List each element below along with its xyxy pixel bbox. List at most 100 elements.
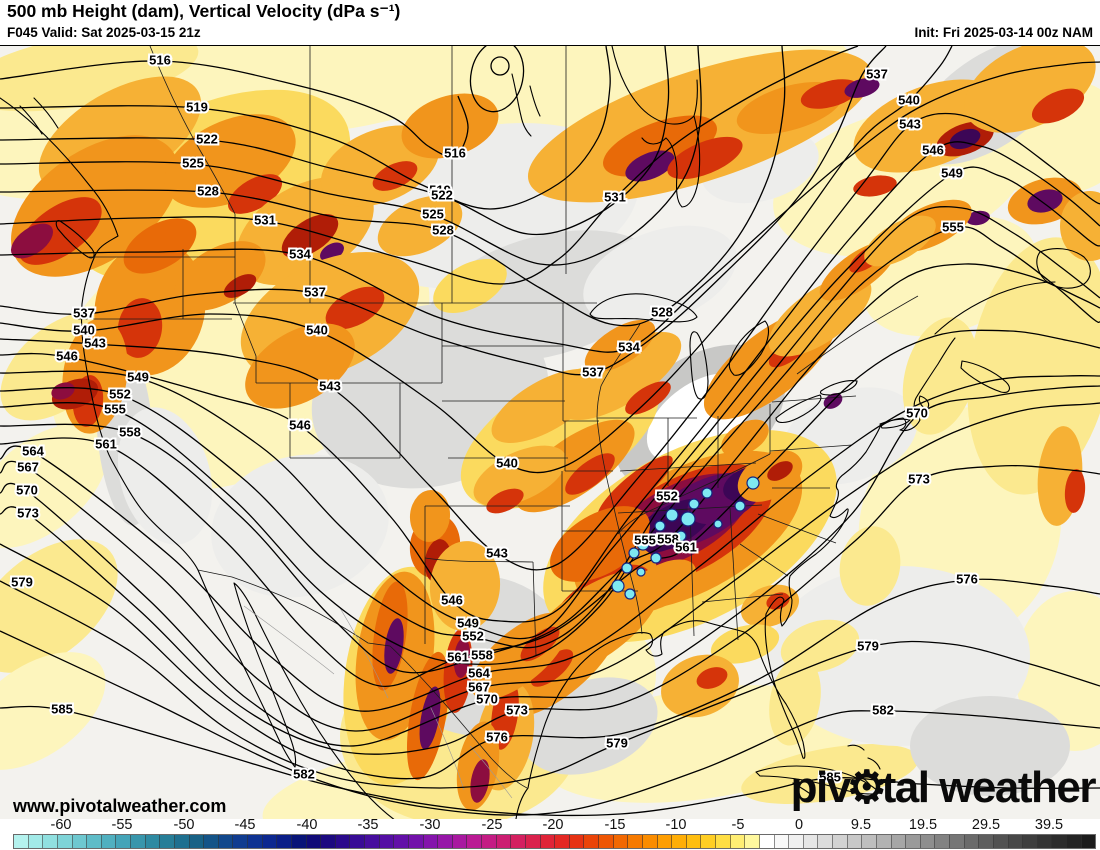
colorbar-cell xyxy=(745,835,760,848)
svg-text:546: 546 xyxy=(441,592,463,607)
colorbar-cell xyxy=(1023,835,1038,848)
colorbar-cell xyxy=(701,835,716,848)
weather-map-canvas: 5165165195195225225255255285285285315315… xyxy=(0,46,1100,819)
svg-text:558: 558 xyxy=(657,531,679,546)
svg-text:543: 543 xyxy=(486,545,508,560)
colorbar-cell xyxy=(759,835,775,848)
svg-text:543: 543 xyxy=(84,335,106,350)
colorbar-cell xyxy=(438,835,453,848)
colorbar-cell xyxy=(672,835,687,848)
colorbar-cell xyxy=(555,835,570,848)
svg-text:582: 582 xyxy=(872,702,894,717)
svg-text:534: 534 xyxy=(618,339,640,354)
map-header: 500 mb Height (dam), Vertical Velocity (… xyxy=(0,0,1100,45)
colorbar-tick: -55 xyxy=(111,817,133,833)
colorbar-cell xyxy=(511,835,526,848)
colorbar-cell xyxy=(160,835,175,848)
svg-text:567: 567 xyxy=(468,679,490,694)
forecast-valid-text: F045 Valid: Sat 2025-03-15 21z xyxy=(7,25,201,40)
svg-text:528: 528 xyxy=(432,222,454,237)
colorbar-tick-labels: -60 -55 -50 -45 -40 -35 -30 -25 -20 -15 -10 -5 0 9.5 1… xyxy=(0,817,1100,833)
svg-text:516: 516 xyxy=(149,52,171,67)
svg-text:576: 576 xyxy=(486,729,508,744)
svg-text:540: 540 xyxy=(496,455,518,470)
colorbar-cell xyxy=(584,835,599,848)
colorbar-cell xyxy=(569,835,585,848)
colorbar-cell xyxy=(335,835,351,848)
colorbar-tick: -5 xyxy=(731,817,745,833)
colorbar-cell xyxy=(204,835,219,848)
svg-text:546: 546 xyxy=(922,142,944,157)
colorbar-tick: -30 xyxy=(419,817,441,833)
svg-text:519: 519 xyxy=(186,99,208,114)
colorbar-cell xyxy=(116,835,131,848)
colorbar-cell xyxy=(189,835,205,848)
svg-text:531: 531 xyxy=(604,189,626,204)
colorbar-tick: -15 xyxy=(604,817,626,833)
colorbar-cell xyxy=(277,835,292,848)
svg-text:540: 540 xyxy=(898,92,920,107)
colorbar-cell xyxy=(803,835,819,848)
gear-icon: ⚙ xyxy=(846,762,886,813)
svg-text:552: 552 xyxy=(109,386,131,401)
svg-text:534: 534 xyxy=(289,246,311,261)
colorbar-cell xyxy=(72,835,88,848)
colorbar-cell xyxy=(131,835,146,848)
svg-text:552: 552 xyxy=(462,628,484,643)
colorbar-cell xyxy=(1052,835,1067,848)
colorbar-cell xyxy=(1081,835,1096,848)
svg-text:537: 537 xyxy=(73,305,95,320)
colorbar-cell xyxy=(408,835,424,848)
colorbar-cell xyxy=(716,835,731,848)
colorbar-cell xyxy=(628,835,643,848)
svg-text:579: 579 xyxy=(11,574,33,589)
svg-text:516: 516 xyxy=(444,145,466,160)
colorbar-cell xyxy=(847,835,863,848)
colorbar-cell xyxy=(599,835,614,848)
svg-text:561: 561 xyxy=(675,539,697,554)
svg-text:570: 570 xyxy=(16,482,38,497)
colorbar-cell xyxy=(496,835,512,848)
pivotal-weather-logo: piv⚙tal weather xyxy=(790,762,1097,813)
colorbar-cell xyxy=(891,835,907,848)
colorbar-cell xyxy=(321,835,336,848)
colorbar-cell xyxy=(101,835,117,848)
svg-text:543: 543 xyxy=(319,378,341,393)
colorbar-tick: 39.5 xyxy=(1034,817,1064,833)
colorbar-cell xyxy=(218,835,234,848)
colorbar-cell xyxy=(964,835,980,848)
colorbar-cell xyxy=(686,835,702,848)
colorbar-cell xyxy=(262,835,278,848)
colorbar-cell xyxy=(540,835,556,848)
svg-text:573: 573 xyxy=(506,702,528,717)
colorbar-cell xyxy=(1037,835,1053,848)
svg-text:525: 525 xyxy=(422,206,444,221)
svg-text:558: 558 xyxy=(119,424,141,439)
colorbar-cell xyxy=(920,835,936,848)
colorbar-cell xyxy=(233,835,248,848)
colorbar-tick: -35 xyxy=(357,817,379,833)
colorbar-cell xyxy=(979,835,994,848)
svg-text:546: 546 xyxy=(56,348,78,363)
colorbar-cell xyxy=(642,835,658,848)
svg-text:546: 546 xyxy=(289,417,311,432)
logo-text-pre: piv xyxy=(790,763,852,812)
svg-text:537: 537 xyxy=(866,66,888,81)
svg-text:561: 561 xyxy=(447,649,469,664)
colorbar-cell xyxy=(774,835,790,848)
colorbar-tick: -50 xyxy=(173,817,195,833)
svg-text:570: 570 xyxy=(476,691,498,706)
svg-text:540: 540 xyxy=(306,322,328,337)
colorbar-cell xyxy=(394,835,409,848)
svg-text:552: 552 xyxy=(656,488,678,503)
colorbar-cell xyxy=(818,835,833,848)
colorbar-tick: 9.5 xyxy=(850,817,872,833)
colorbar-tick: -45 xyxy=(234,817,256,833)
svg-text:567: 567 xyxy=(17,459,39,474)
colorbar-cell xyxy=(876,835,892,848)
colorbar-scale xyxy=(13,834,1096,849)
svg-text:555: 555 xyxy=(942,219,964,234)
svg-text:555: 555 xyxy=(634,532,656,547)
colorbar-cell xyxy=(993,835,1009,848)
colorbar-cell xyxy=(174,835,190,848)
